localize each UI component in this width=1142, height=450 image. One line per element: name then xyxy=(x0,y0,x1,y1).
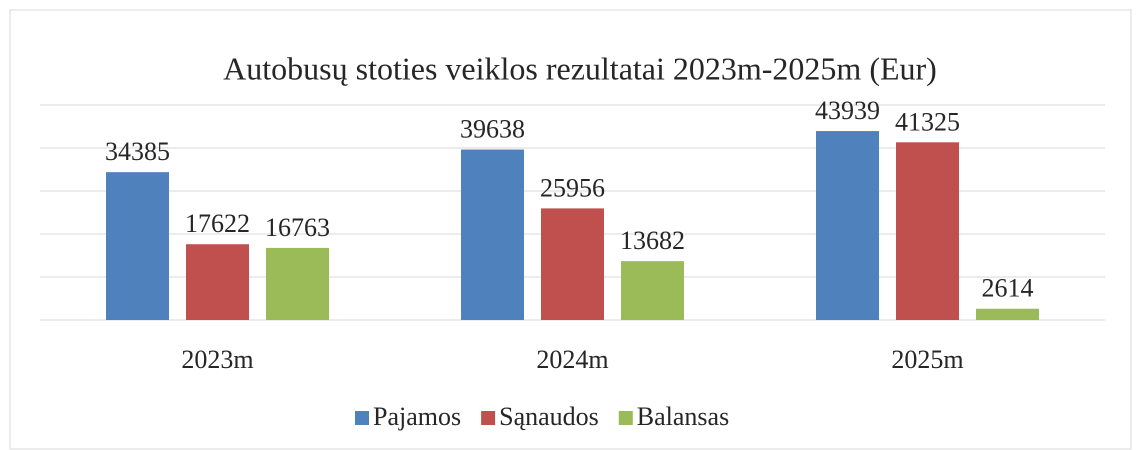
data-label: 16763 xyxy=(265,213,330,242)
data-label: 34385 xyxy=(105,137,170,166)
legend-swatch xyxy=(618,411,633,425)
chart-title: Autobusų stoties veiklos rezultatai 2023… xyxy=(223,50,937,86)
legend-swatch xyxy=(481,411,496,425)
data-label: 39638 xyxy=(460,115,525,144)
data-label: 2614 xyxy=(982,274,1034,303)
x-tick-label: 2024m xyxy=(536,345,608,374)
data-label: 17622 xyxy=(185,209,250,238)
legend-label: Pajamos xyxy=(373,402,461,431)
x-tick-label: 2023m xyxy=(181,345,253,374)
bar xyxy=(541,208,604,320)
data-label: 13682 xyxy=(620,226,685,255)
bar xyxy=(106,172,169,320)
x-tick-label: 2025m xyxy=(891,345,963,374)
bar xyxy=(461,149,524,320)
data-label: 41325 xyxy=(895,107,960,136)
data-label: 43939 xyxy=(815,96,880,125)
legend-label: Balansas xyxy=(637,402,729,431)
data-label: 25956 xyxy=(540,173,605,202)
bar xyxy=(896,142,959,320)
bar xyxy=(266,247,329,320)
bar xyxy=(186,244,249,320)
legend-swatch xyxy=(355,411,369,425)
legend-label: Sąnaudos xyxy=(499,402,599,431)
bar xyxy=(976,308,1039,320)
bar xyxy=(621,261,684,320)
bar xyxy=(816,131,879,320)
